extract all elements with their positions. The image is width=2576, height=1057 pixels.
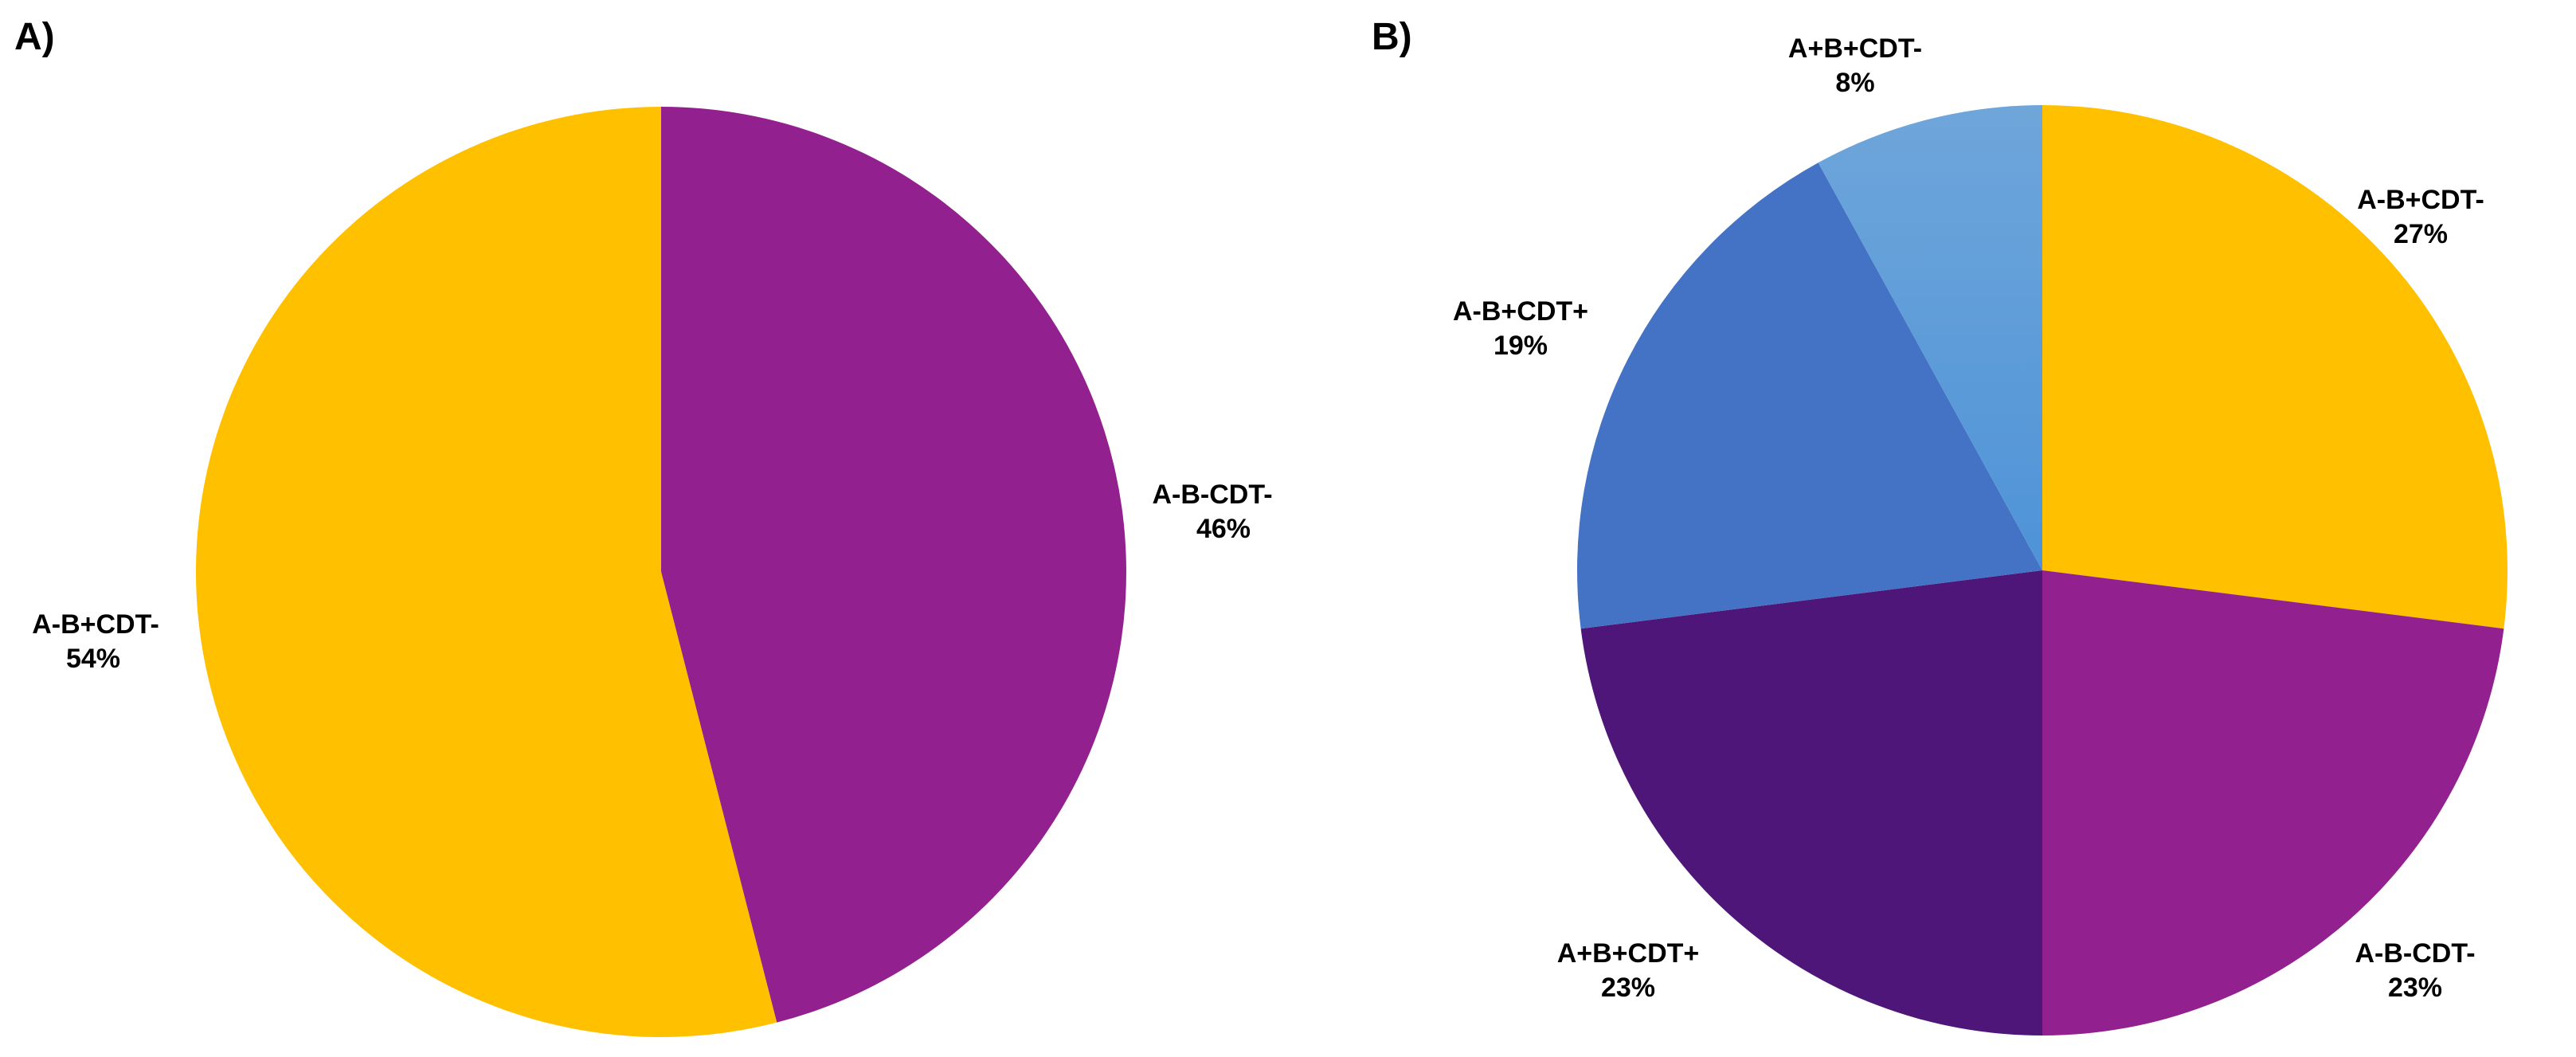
pie-b-slice-value-a-b-plus-cdt-minus: 27% xyxy=(2394,219,2448,249)
pie-b-labels: A-B+CDT- 27% A-B-CDT- 23% A+B+CDT+ 23% A… xyxy=(1453,33,2484,1003)
pie-a-slice-a-b-cdt-minus xyxy=(661,107,1126,1023)
pie-b-slice-value-a-plus-b-plus-cdt-plus: 23% xyxy=(1601,973,1655,1003)
pie-b-slice-label-a-plus-b-plus-cdt-minus: A+B+CDT- xyxy=(1788,33,1922,64)
pie-a-slice-a-b-plus-cdt-minus xyxy=(195,107,777,1037)
pie-b-slice-a-plus-b-plus-cdt-plus-minus xyxy=(1580,570,2042,1035)
pie-a-slice-label-a-b-cdt-minus: A-B-CDT- xyxy=(1152,480,1272,510)
panel-label-b: B) xyxy=(1372,16,1412,58)
pie-a-slices xyxy=(195,107,1126,1037)
pie-b-slice-a-b-cdt-minus xyxy=(2042,570,2504,1035)
pie-b-slice-a-plus-b-plus-cdt-minus xyxy=(1818,105,2042,570)
pie-b-slice-value-a-b-cdt-minus: 23% xyxy=(2388,973,2442,1003)
pie-a-slice-label-a-b-plus-cdt-minus: A-B+CDT- xyxy=(32,609,159,640)
pie-b-slice-label-a-b-plus-cdt-minus: A-B+CDT- xyxy=(2357,185,2484,215)
pie-b-slice-value-a-plus-b-plus-cdt-minus: 8% xyxy=(1835,68,1874,98)
pie-chart-b: B) A-B+CDT- 27% A-B-CDT- 23% A+B+CDT+ 23… xyxy=(1372,16,2507,1035)
pie-chart-a: A) A-B-CDT- 46% A-B+CDT- 54% xyxy=(14,16,1273,1037)
pie-a-labels: A-B-CDT- 46% A-B+CDT- 54% xyxy=(32,480,1272,674)
pie-b-slice-label-a-plus-b-plus-cdt-plus: A+B+CDT+ xyxy=(1557,938,1700,969)
pie-b-slice-a-b-plus-cdt-minus xyxy=(2042,105,2507,629)
panel-label-a: A) xyxy=(14,16,55,58)
pie-b-slices xyxy=(1577,105,2507,1035)
pie-b-slice-value-a-b-plus-cdt-plus: 19% xyxy=(1494,331,1548,361)
pie-b-slice-a-b-plus-cdt-plus-minus xyxy=(1577,162,2042,629)
pie-b-slice-label-a-b-plus-cdt-plus: A-B+CDT+ xyxy=(1453,296,1588,327)
pie-a-slice-value-a-b-cdt-minus: 46% xyxy=(1196,514,1251,544)
pie-b-slice-label-a-b-cdt-minus: A-B-CDT- xyxy=(2355,938,2475,969)
pie-a-slice-value-a-b-plus-cdt-minus: 54% xyxy=(66,644,120,674)
